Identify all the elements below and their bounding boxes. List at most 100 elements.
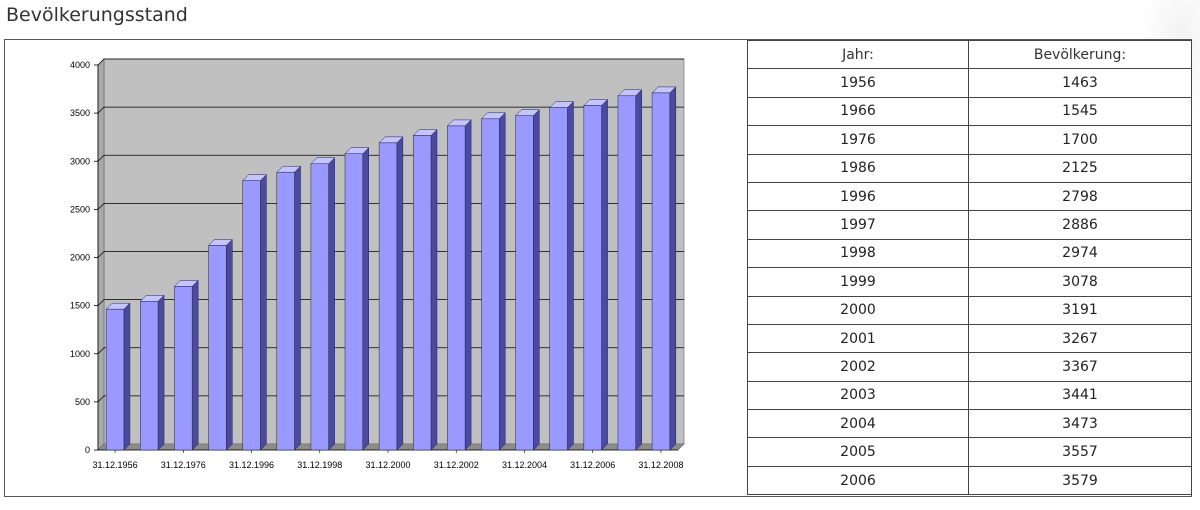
- population-table: Jahr: Bevölkerung: 1956 1463 1966 1545 1976 1…: [747, 39, 1192, 496]
- x-tick-label: 31.12.2000: [365, 460, 410, 470]
- cell-population: 2798: [968, 181, 1192, 212]
- table-row: 1998 2974: [747, 238, 1192, 269]
- bar: [242, 180, 261, 451]
- y-tick-label: 3000: [70, 156, 90, 166]
- cell-population: 1700: [968, 125, 1192, 155]
- table-row: 2003 3441: [747, 380, 1192, 411]
- cell-population: 3267: [968, 323, 1192, 354]
- cell-year: 2006: [747, 465, 969, 496]
- bar: [140, 301, 159, 451]
- cell-year: 1966: [747, 96, 969, 127]
- cell-year: 1976: [747, 125, 969, 155]
- table-row: 2005 3557: [747, 437, 1192, 467]
- bar-side: [294, 165, 301, 451]
- bar: [412, 135, 432, 451]
- table-row: 2002 3367: [747, 352, 1192, 382]
- cell-year: 1998: [747, 238, 969, 269]
- bar: [447, 125, 466, 451]
- table-row: 1999 3078: [747, 267, 1192, 297]
- y-tick-label: 1000: [70, 349, 90, 359]
- cell-year: 1956: [747, 68, 969, 98]
- cell-population: 3191: [968, 295, 1192, 325]
- cell-population: 3473: [968, 409, 1192, 439]
- bar-side: [669, 86, 677, 451]
- x-tick-label: 31.12.1998: [297, 460, 342, 470]
- y-tick-label: 0: [85, 445, 90, 455]
- bar-side: [396, 136, 404, 451]
- table-row: 1956 1463: [747, 68, 1192, 98]
- table-row: 1996 2798: [747, 181, 1192, 212]
- bar-side: [226, 238, 233, 451]
- cell-year: 2002: [747, 352, 969, 382]
- bar-side: [635, 89, 642, 451]
- cell-population: 3367: [968, 352, 1192, 382]
- x-tick-label: 31.12.2008: [638, 460, 683, 470]
- y-tick-label: 4000: [70, 60, 90, 70]
- bar-side: [191, 279, 199, 451]
- population-chart: 0 500 1000 1500 2000 2500 3000 3500 4000 31.12.19…: [50, 45, 700, 487]
- bar-side: [567, 101, 574, 451]
- bar: [208, 245, 227, 451]
- y-tick-label: 2500: [70, 204, 90, 214]
- cell-year: 1999: [747, 267, 969, 297]
- bar: [549, 107, 568, 451]
- bar: [378, 142, 398, 451]
- page-title: Bevölkerungsstand: [6, 4, 188, 26]
- bar: [617, 95, 636, 451]
- bar-side: [123, 302, 131, 451]
- cell-year: 2003: [747, 380, 969, 411]
- table-row: 2006 3579: [747, 465, 1192, 496]
- cell-population: 3557: [968, 437, 1192, 467]
- table-row: 1986 2125: [747, 153, 1192, 183]
- bar-side: [260, 174, 267, 451]
- bar: [481, 118, 500, 451]
- cell-year: 1997: [747, 210, 969, 240]
- bar-side: [362, 147, 370, 451]
- bar-side: [328, 157, 335, 451]
- gridline: [97, 58, 684, 66]
- cell-year: 2005: [747, 437, 969, 467]
- cell-population: 3078: [968, 267, 1192, 297]
- x-tick-label: 31.12.2006: [570, 460, 615, 470]
- bar: [515, 115, 534, 451]
- cell-population: 2974: [968, 238, 1192, 269]
- bar-side: [498, 112, 506, 451]
- bar-side: [464, 119, 472, 451]
- cell-year: 1996: [747, 181, 969, 212]
- table-row: 1997 2886: [747, 210, 1192, 240]
- cell-year: 2004: [747, 409, 969, 439]
- table-row: 1966 1545: [747, 96, 1192, 127]
- table-row: 2004 3473: [747, 409, 1192, 439]
- cell-population: 2125: [968, 153, 1192, 183]
- cell-year: 2001: [747, 323, 969, 354]
- bar: [310, 163, 329, 451]
- x-tick-label: 31.12.2002: [434, 460, 479, 470]
- bar-side: [157, 294, 165, 451]
- table-row: 2000 3191: [747, 295, 1192, 325]
- y-tick-label: 1500: [70, 301, 90, 311]
- bar-side: [601, 98, 608, 451]
- cell-population: 1463: [968, 68, 1192, 98]
- bar: [174, 286, 193, 451]
- bar-side: [533, 109, 540, 451]
- bar: [105, 308, 125, 451]
- bar: [583, 105, 602, 451]
- cell-population: 3441: [968, 380, 1192, 411]
- x-tick-label: 31.12.1976: [161, 460, 206, 470]
- cell-year: 2000: [747, 295, 969, 325]
- y-tick-label: 500: [75, 397, 90, 407]
- header-population: Bevölkerung:: [968, 39, 1192, 70]
- x-tick-label: 31.12.2004: [502, 460, 547, 470]
- cell-population: 2886: [968, 210, 1192, 240]
- y-tick-label: 3500: [70, 108, 90, 118]
- table-row: 2001 3267: [747, 323, 1192, 354]
- population-chart-svg: 0 500 1000 1500 2000 2500 3000 3500 4000 31.12.19…: [70, 58, 685, 470]
- cell-population: 1545: [968, 96, 1192, 127]
- bar: [651, 92, 671, 451]
- gridline: [97, 106, 684, 114]
- x-tick-label: 31.12.1956: [93, 460, 138, 470]
- y-tick-label: 2000: [70, 253, 90, 263]
- header-year: Jahr:: [747, 39, 969, 70]
- table-row: 1976 1700: [747, 125, 1192, 155]
- table-header-row: Jahr: Bevölkerung:: [747, 39, 1192, 70]
